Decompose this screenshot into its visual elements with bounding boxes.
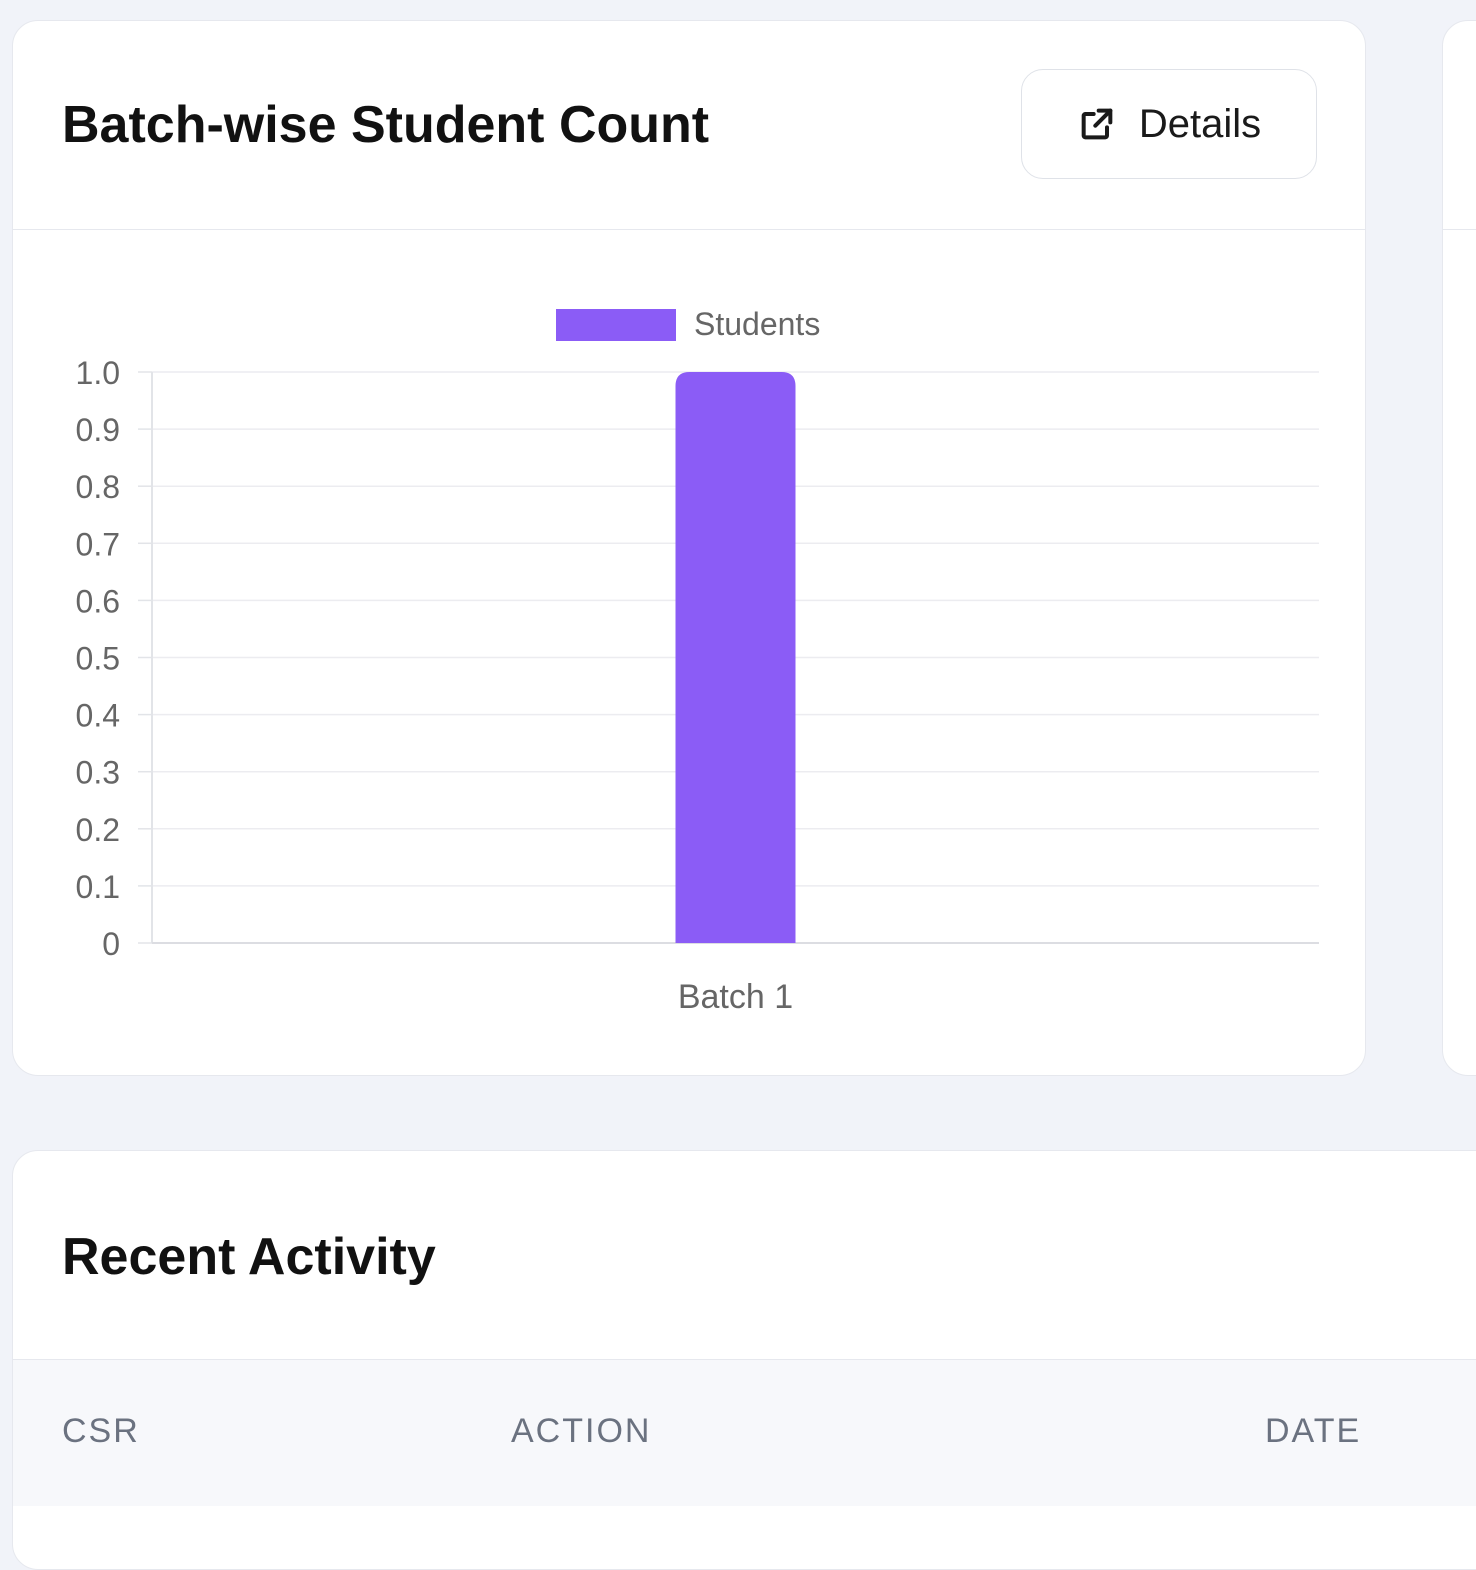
- legend-label: Students: [694, 306, 820, 342]
- bar-chart: 0 0.1 0.2 0.3 0.4 0.5 0.6 0.7 0.8 0.9 1.0 Batch 1 St…: [76, 306, 1319, 1016]
- activity-card-divider: [13, 1359, 1476, 1360]
- y-tick-label: 0.4: [76, 698, 120, 734]
- legend-swatch: [556, 309, 676, 341]
- bar-batch-1: [675, 372, 796, 943]
- y-tick-label: 0.3: [76, 755, 120, 791]
- y-tick-label: 0.5: [76, 641, 120, 677]
- column-header-action[interactable]: ACTION: [511, 1412, 652, 1450]
- chart-card-divider: [13, 229, 1365, 230]
- column-header-csr[interactable]: CSR: [62, 1412, 140, 1450]
- column-header-date[interactable]: DATE: [1265, 1412, 1362, 1450]
- adjacent-card: [1442, 20, 1476, 1076]
- external-link-icon: [1077, 104, 1117, 144]
- y-tick-label: 0.2: [76, 812, 120, 848]
- details-button[interactable]: Details: [1021, 69, 1317, 179]
- batch-chart-card: Batch-wise Student Count Details 0 0.1 0.2…: [12, 20, 1366, 1076]
- y-tick-label: 0.6: [76, 583, 120, 619]
- x-tick-label: Batch 1: [678, 978, 793, 1016]
- recent-activity-card: Recent Activity CSR ACTION DATE: [12, 1150, 1476, 1570]
- y-tick-label: 0.7: [76, 526, 120, 562]
- y-tick-label: 0.1: [76, 869, 120, 905]
- adjacent-card-divider: [1443, 229, 1476, 230]
- activity-table-header: CSR ACTION DATE: [13, 1360, 1476, 1506]
- y-tick-label: 0.8: [76, 469, 120, 505]
- y-tick-label: 0.9: [76, 412, 120, 448]
- y-tick-label: 0: [102, 926, 120, 962]
- y-tick-label: 1.0: [76, 355, 120, 391]
- details-button-label: Details: [1138, 102, 1262, 146]
- chart-card-title: Batch-wise Student Count: [62, 96, 710, 154]
- activity-card-title: Recent Activity: [62, 1228, 436, 1286]
